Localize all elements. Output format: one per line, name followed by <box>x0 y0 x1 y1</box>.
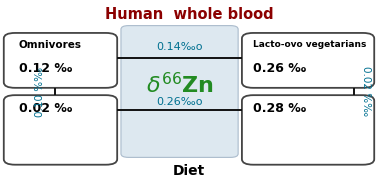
Text: 0.26 ‰: 0.26 ‰ <box>253 62 307 75</box>
FancyBboxPatch shape <box>4 95 117 165</box>
Text: 0.28 ‰: 0.28 ‰ <box>253 102 307 115</box>
Text: 0.02 %‰: 0.02 %‰ <box>361 66 371 117</box>
FancyBboxPatch shape <box>242 33 374 88</box>
Text: 0.12 ‰: 0.12 ‰ <box>19 62 72 75</box>
Text: 0.14‰o: 0.14‰o <box>156 42 203 52</box>
Text: 0.10 %‰: 0.10 %‰ <box>35 66 45 117</box>
FancyBboxPatch shape <box>121 26 238 157</box>
Text: Diet: Diet <box>173 163 205 178</box>
Text: 0.02 ‰: 0.02 ‰ <box>19 102 72 115</box>
Text: Omnivores: Omnivores <box>19 40 82 50</box>
Text: $\delta^{66}$Zn: $\delta^{66}$Zn <box>146 72 214 97</box>
FancyBboxPatch shape <box>4 33 117 88</box>
FancyBboxPatch shape <box>242 95 374 165</box>
Text: Lacto-ovo vegetarians: Lacto-ovo vegetarians <box>253 40 367 49</box>
Text: 0.26‰o: 0.26‰o <box>156 97 203 107</box>
Text: Human  whole blood: Human whole blood <box>105 7 273 22</box>
